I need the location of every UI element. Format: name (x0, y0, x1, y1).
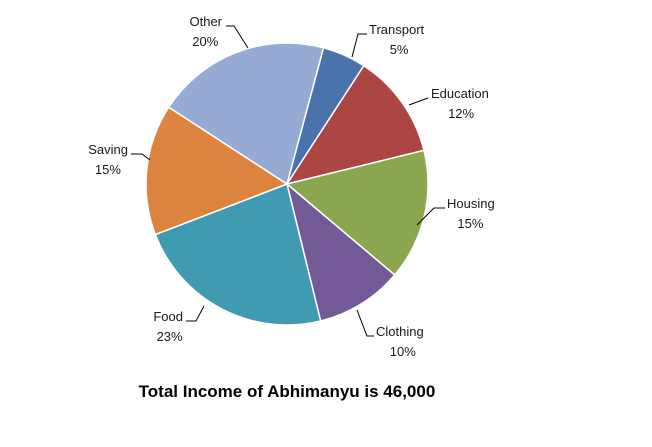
leader-line-education (408, 97, 429, 106)
slice-percent-education: 12% (448, 106, 474, 121)
slice-percent-transport: 5% (390, 42, 409, 57)
slice-label-other: Other (189, 14, 222, 29)
leader-line-clothing (356, 309, 374, 337)
pie-slice-clothing (285, 181, 396, 322)
slice-label-clothing: Clothing (376, 324, 424, 339)
slice-percent-housing: 15% (457, 216, 483, 231)
slice-label-education: Education (431, 86, 489, 101)
slice-label-housing: Housing (447, 196, 495, 211)
leader-line-saving (131, 153, 151, 161)
pie-slices (145, 42, 429, 326)
chart-title: Total Income of Abhimanyu is 46,000 (139, 382, 436, 401)
slice-percent-other: 20% (192, 34, 218, 49)
slice-label-food: Food (153, 309, 183, 324)
slice-percent-saving: 15% (95, 162, 121, 177)
leader-line-housing (416, 207, 445, 226)
leader-line-food (186, 305, 205, 322)
leader-line-transport (351, 33, 367, 58)
slice-label-transport: Transport (369, 22, 425, 37)
pie-slice-other (167, 42, 325, 186)
slice-percent-food: 23% (157, 329, 183, 344)
slice-percent-clothing: 10% (390, 344, 416, 359)
pie-slice-education (285, 64, 425, 186)
pie-slice-housing (285, 149, 429, 277)
slice-labels: Transport 5% Education 12% Housing 15% Clothin… (88, 14, 494, 359)
leader-lines (131, 25, 445, 337)
pie-slice-saving (145, 106, 289, 236)
slice-label-saving: Saving (88, 142, 128, 157)
leader-line-other (226, 25, 249, 49)
